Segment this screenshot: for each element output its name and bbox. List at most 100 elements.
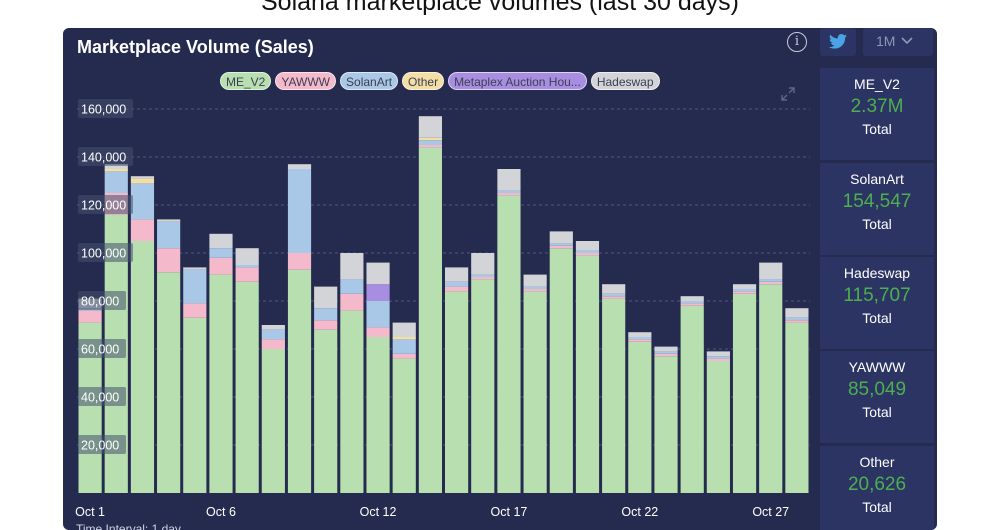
bar-segment-yawww [183, 303, 207, 318]
bar-segment-hadeswap [104, 164, 128, 169]
bar-segment-yawww [785, 320, 809, 323]
bar-segment-solanart [183, 269, 207, 304]
bar-segment-me-v2 [654, 356, 678, 493]
y-tick-label: 60,000 [81, 343, 119, 357]
bar-segment-hadeswap [497, 169, 521, 191]
bar-segment-hadeswap [235, 248, 259, 265]
expand-icon[interactable] [780, 86, 796, 102]
bar-segment-me-v2 [157, 272, 181, 493]
bar-segment-yawww [287, 253, 312, 270]
bar-segment-me-v2 [209, 274, 233, 493]
x-tick-label: Oct 12 [360, 505, 397, 519]
bar-segment-me-v2 [706, 361, 730, 493]
y-tick-label: 120,000 [81, 199, 126, 213]
bar-segment-solanart [130, 183, 155, 220]
bar-segment-hadeswap [732, 284, 757, 289]
stat-value: 154,547 [842, 191, 912, 212]
y-tick-label: 40,000 [81, 391, 119, 405]
x-tick-label: Oct 22 [621, 505, 658, 519]
bar-segment-hadeswap [785, 308, 809, 318]
bar-segment-other [130, 178, 155, 184]
y-tick-label: 160,000 [81, 103, 126, 117]
y-tick-label: 20,000 [81, 439, 119, 453]
bar-segment-hadeswap [287, 164, 312, 169]
stat-name: Hadeswap [843, 265, 911, 281]
bar-segment-hadeswap [628, 332, 652, 337]
x-tick-label: Oct 27 [752, 505, 789, 519]
stat-label: Total [862, 499, 892, 515]
twitter-share-button[interactable] [820, 28, 856, 56]
stat-name: Other [859, 454, 895, 470]
bar-segment-other [418, 137, 442, 141]
bar-segment-me-v2 [314, 329, 338, 493]
bar-segment-yawww [549, 245, 573, 249]
legend-item-solanart[interactable]: SolanArt [340, 72, 399, 90]
stats-sidebar: ME_V2 2.37M Total SolanArt 154,547 Total… [820, 68, 934, 530]
y-tick-label-bg [78, 339, 126, 358]
x-tick-label: Oct 6 [206, 505, 236, 519]
bar-segment-yawww [235, 267, 259, 282]
bar-segment-hadeswap [602, 284, 626, 294]
bar-segment-hadeswap [209, 233, 233, 249]
bar-segment-solanart [471, 274, 495, 277]
bar-segment-hadeswap [314, 286, 338, 309]
bar-segment-solanart [104, 171, 128, 193]
bar-segment-me-v2 [261, 349, 285, 493]
time-range-select[interactable]: 1M [863, 28, 933, 56]
bar-segment-solanart [157, 221, 181, 249]
bar-segment-hadeswap [392, 322, 416, 337]
marketplace-volume-panel: Marketplace Volume (Sales) i 1M ME_V2 YA… [63, 28, 937, 530]
bar-segment-solanart [445, 281, 469, 287]
stat-label: Total [862, 121, 892, 137]
bar-segment-hadeswap [680, 296, 704, 301]
twitter-icon [829, 34, 847, 49]
legend-item-yawww[interactable]: YAWWW [275, 72, 337, 90]
bar-segment-solanart [628, 337, 652, 340]
bar-segment-solanart [287, 169, 312, 253]
bar-segment-me-v2 [130, 241, 155, 493]
bar-segment-solanart [418, 140, 442, 145]
stat-card-hadeswap: Hadeswap 115,707 Total [820, 257, 934, 349]
bar-segment-me-v2 [785, 322, 809, 493]
stat-name: SolanArt [850, 171, 904, 187]
legend-item-other[interactable]: Other [402, 72, 445, 90]
bar-segment-hadeswap [340, 253, 364, 280]
stat-label: Total [862, 310, 892, 326]
bar-segment-yawww [445, 286, 469, 292]
bar-segment-yawww [209, 257, 233, 275]
y-tick-label: 140,000 [81, 151, 126, 165]
bar-segment-solanart [523, 286, 547, 289]
bar-segment-solanart [340, 279, 364, 294]
bar-segment-yawww [628, 339, 652, 342]
x-tick-label: Oct 17 [491, 505, 528, 519]
bar-segment-yawww [392, 353, 416, 359]
bar-segment-yawww [314, 320, 338, 330]
bar-segment-me-v2 [340, 310, 364, 493]
bar-segment-solanart [235, 265, 259, 268]
bar-segment-yawww [706, 358, 730, 361]
legend-item-metaplex[interactable]: Metaplex Auction Hou... [448, 72, 587, 90]
x-tick-label: Oct 1 [75, 505, 105, 519]
bar-segment-me-v2 [471, 279, 495, 493]
bar-segment-solanart [392, 339, 416, 354]
legend-item-hadeswap[interactable]: Hadeswap [590, 72, 660, 90]
bar-segment-solanart [366, 301, 390, 328]
stacked-bar-chart: 20,000 40,000 60,000 80,000 100,000 120,000 14… [75, 99, 810, 519]
bar-segment-solanart [314, 308, 338, 321]
bar-segment-me-v2 [523, 291, 547, 493]
info-icon[interactable]: i [787, 32, 807, 52]
y-tick-label-bg [78, 291, 126, 310]
stat-card-other: Other 20,626 Total [820, 446, 934, 530]
y-tick-label-bg [78, 387, 126, 406]
y-tick-label-bg [78, 195, 133, 214]
chart-legend: ME_V2 YAWWW SolanArt Other Metaplex Auct… [220, 72, 660, 90]
y-tick-label-bg [78, 435, 126, 454]
bar-segment-yawww [654, 353, 678, 357]
bar-segment-yawww [130, 219, 155, 241]
bar-segment-solanart [706, 356, 730, 359]
bar-segment-yawww [575, 253, 600, 256]
bar-segment-me-v2 [602, 298, 626, 493]
time-range-value: 1M [876, 33, 896, 49]
legend-item-me-v2[interactable]: ME_V2 [220, 72, 272, 90]
stat-card-solanart: SolanArt 154,547 Total [820, 163, 934, 255]
